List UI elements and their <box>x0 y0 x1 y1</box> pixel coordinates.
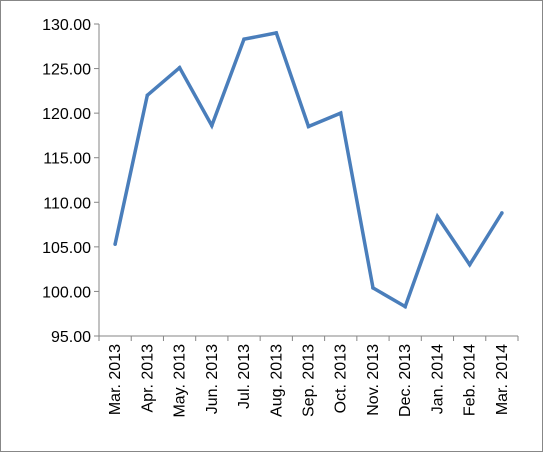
x-tick-label: Dec. 2013 <box>397 344 414 417</box>
x-tick-label: Feb. 2014 <box>462 344 479 416</box>
data-point <box>435 214 440 219</box>
data-point <box>177 65 182 70</box>
x-axis: Mar. 2013 Apr. 2013 May. 2013 Jun. 2013 Jul.… <box>98 335 519 418</box>
x-tick-label: Oct. 2013 <box>333 344 350 413</box>
y-tick-label: 115.00 <box>43 151 91 168</box>
data-point <box>500 211 504 215</box>
series-line <box>113 30 504 310</box>
y-axis: 95.00 100.00 105.00 110.00 115.00 120.00 125.0… <box>42 17 100 346</box>
data-point <box>371 286 375 290</box>
y-tick-label: 120.00 <box>42 106 91 123</box>
y-tick-label: 105.00 <box>42 240 91 257</box>
data-point <box>210 123 214 128</box>
x-tick-label: May. 2013 <box>172 344 189 418</box>
data-point <box>113 242 117 246</box>
y-tick-label: 100.00 <box>42 284 91 301</box>
y-tick-label: 110.00 <box>43 195 91 212</box>
data-point <box>467 262 472 267</box>
y-tick-label: 130.00 <box>42 17 91 34</box>
data-point <box>145 93 150 98</box>
x-tick-label: Nov. 2013 <box>365 344 382 416</box>
series-group <box>113 30 504 310</box>
data-point <box>338 111 343 115</box>
x-tick-label: Sep. 2013 <box>301 344 318 417</box>
x-tick-label: Jul. 2013 <box>236 344 253 409</box>
data-point <box>306 124 311 129</box>
data-point <box>403 304 407 309</box>
x-tick-label: Mar. 2014 <box>494 344 511 415</box>
x-tick-label: Jan. 2014 <box>429 344 446 414</box>
data-point <box>274 31 279 35</box>
x-tick-label: Aug. 2013 <box>268 344 285 417</box>
y-tick-label: 95.00 <box>51 329 91 346</box>
x-tick-label: Apr. 2013 <box>139 344 156 413</box>
x-tick-label: Mar. 2013 <box>107 344 124 415</box>
y-tick-label: 125.00 <box>42 62 91 79</box>
data-point <box>242 37 246 41</box>
x-tick-label: Jun. 2013 <box>204 344 221 414</box>
